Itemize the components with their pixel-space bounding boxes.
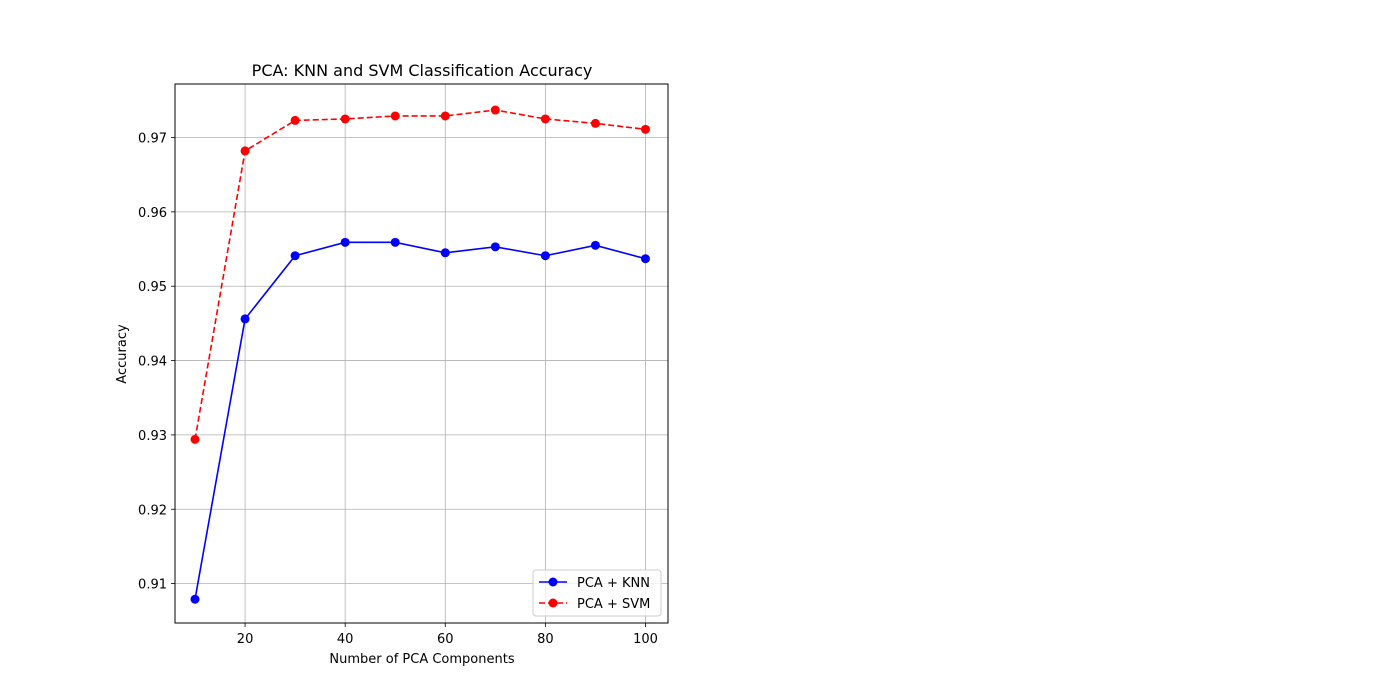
- data-point-svm: [340, 114, 350, 124]
- y-tick-label: 0.97: [138, 132, 167, 147]
- data-point-knn: [390, 237, 400, 247]
- x-tick-label: 60: [437, 632, 454, 647]
- data-point-knn: [640, 254, 650, 264]
- y-tick-label: 0.92: [138, 503, 167, 518]
- data-point-svm: [540, 114, 550, 124]
- x-tick-label: 100: [633, 632, 658, 647]
- y-tick-label: 0.93: [138, 429, 167, 444]
- data-point-svm: [590, 118, 600, 128]
- series-line-knn: [194, 241, 646, 600]
- data-point-knn: [190, 594, 200, 604]
- y-tick-label: 0.91: [138, 578, 167, 593]
- data-point-svm: [190, 434, 200, 444]
- ticks-layer: 20 40 60 80 100 0.91 0.92 0.93 0.94 0.95 0.96 0.97: [138, 132, 658, 647]
- chart-title: PCA: KNN and SVM Classification Accuracy: [252, 61, 593, 80]
- data-point-knn: [440, 248, 450, 258]
- legend-label-svm: PCA + SVM: [577, 597, 650, 612]
- x-axis-label: Number of PCA Components: [329, 652, 514, 667]
- y-tick-label: 0.94: [138, 355, 167, 370]
- grid-layer: [175, 84, 668, 623]
- legend-marker-svm: [548, 598, 558, 608]
- data-point-knn: [290, 251, 300, 261]
- data-point-svm: [640, 124, 650, 134]
- data-point-knn: [540, 251, 550, 261]
- legend-label-knn: PCA + KNN: [577, 576, 650, 591]
- plot-area-frame: [174, 83, 669, 624]
- data-point-svm: [240, 146, 250, 156]
- y-tick-label: 0.95: [138, 280, 167, 295]
- data-point-knn: [590, 240, 600, 250]
- data-point-svm: [490, 105, 500, 115]
- y-tick-label: 0.96: [138, 206, 167, 221]
- legend-marker-knn: [548, 577, 558, 587]
- x-tick-label: 20: [237, 632, 254, 647]
- legend: PCA + KNN PCA + SVM: [532, 569, 662, 617]
- x-tick-label: 80: [537, 632, 554, 647]
- data-point-svm: [440, 111, 450, 121]
- data-point-knn: [240, 314, 250, 324]
- data-point-svm: [390, 111, 400, 121]
- data-point-knn: [490, 242, 500, 252]
- y-axis-label: Accuracy: [115, 324, 130, 384]
- data-point-svm: [290, 115, 300, 125]
- data-point-knn: [340, 237, 350, 247]
- x-tick-label: 40: [337, 632, 354, 647]
- series-layer: [190, 105, 650, 604]
